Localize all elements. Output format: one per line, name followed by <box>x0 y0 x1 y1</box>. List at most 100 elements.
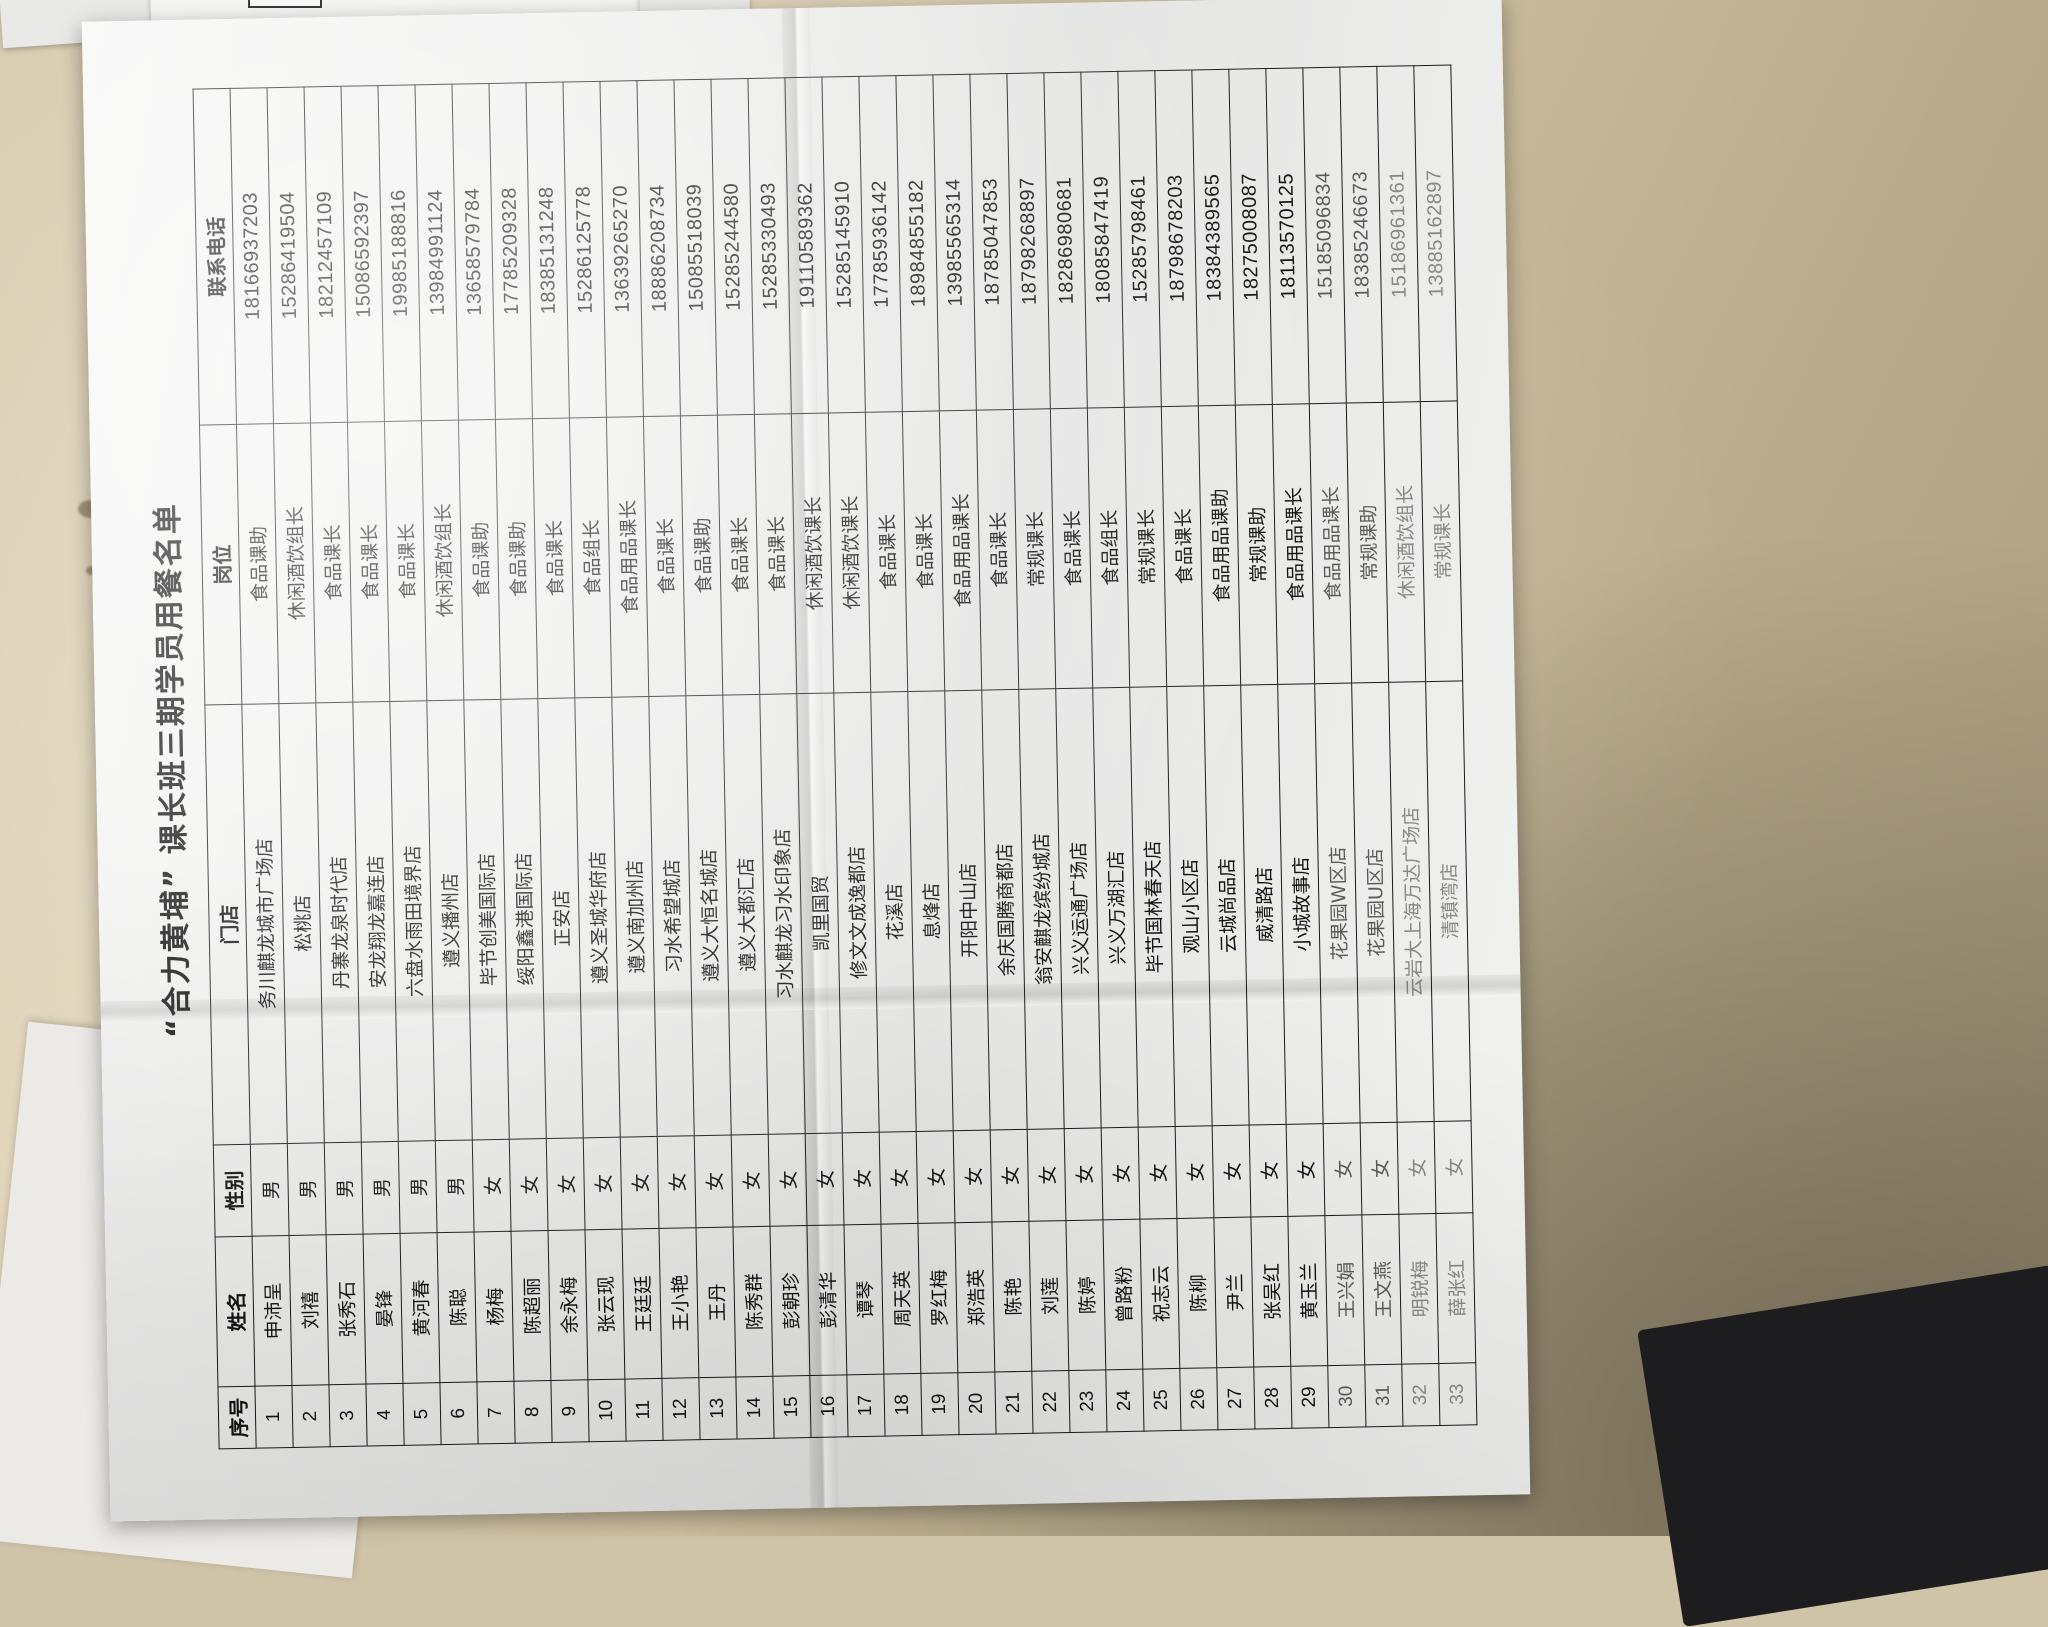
column-header-name: 姓名 <box>215 1236 255 1387</box>
cell-name: 彭清华 <box>806 1224 847 1376</box>
column-header-tel: 联系电话 <box>193 88 237 426</box>
cell-post: 食品用品课长 <box>1272 403 1315 685</box>
cell-tel: 15285244580 <box>710 78 755 416</box>
cell-name: 张吴红 <box>1250 1216 1291 1368</box>
cell-name: 黄河春 <box>400 1232 440 1384</box>
cell-tel: 18785047853 <box>969 73 1014 411</box>
cell-index: 4 <box>365 1383 405 1447</box>
cell-index: 19 <box>920 1372 960 1436</box>
cell-post: 食品组长 <box>569 417 612 698</box>
cell-post: 食品课助 <box>495 418 538 700</box>
cell-sex: 女 <box>546 1137 586 1231</box>
cell-sex: 女 <box>1249 1124 1288 1218</box>
cell-index: 24 <box>1105 1369 1144 1432</box>
cell-tel: 17785936142 <box>858 75 903 413</box>
cell-tel: 18798268897 <box>1006 72 1051 410</box>
cell-index: 8 <box>513 1380 553 1444</box>
roster-document: “合力黄埔” 课长班三期学员用餐名单 序号 姓名 性别 门店 岗位 联系电话 <box>135 64 1478 1450</box>
cell-sex: 女 <box>805 1132 844 1226</box>
cell-tel: 15285798461 <box>1117 70 1162 408</box>
cell-sex: 女 <box>953 1130 992 1223</box>
cell-sex: 女 <box>990 1129 1029 1223</box>
cell-post: 常规课长 <box>1420 400 1463 682</box>
cell-name: 张秀石 <box>326 1234 366 1385</box>
cell-post: 常规课长 <box>1124 406 1167 688</box>
cell-post: 食品用品课长 <box>939 410 982 691</box>
printed-box-mark <box>248 0 322 8</box>
cell-sex: 男 <box>324 1142 364 1235</box>
cell-sex: 女 <box>1138 1126 1177 1220</box>
cell-index: 32 <box>1401 1363 1440 1427</box>
cell-name: 曾路粉 <box>1102 1219 1143 1370</box>
cell-name: 黄玉兰 <box>1287 1215 1328 1367</box>
cell-tel: 18286980681 <box>1043 72 1088 409</box>
cell-sex: 女 <box>1064 1127 1103 1221</box>
cell-name: 陈聪 <box>437 1231 477 1383</box>
cell-index: 10 <box>587 1379 627 1442</box>
cell-index: 20 <box>957 1371 997 1435</box>
cell-sex: 女 <box>620 1136 660 1230</box>
cell-index: 16 <box>809 1374 849 1438</box>
page-title: “合力黄埔” 课长班三期学员用餐名单 <box>150 501 196 1039</box>
cell-name: 明锐梅 <box>1398 1213 1439 1365</box>
column-header-index: 序号 <box>217 1386 257 1449</box>
cell-name: 彭朝珍 <box>769 1225 810 1377</box>
cell-tel: 13658579784 <box>451 83 496 421</box>
roster-table: 序号 姓名 性别 门店 岗位 联系电话 1 申沛呈男务川麒龙城市广场店 食品课助 18… <box>193 64 1478 1449</box>
cell-sex: 女 <box>1397 1121 1436 1215</box>
cell-name: 杨梅 <box>474 1231 514 1382</box>
cell-tel: 18385246673 <box>1339 66 1384 404</box>
cell-name: 刘莲 <box>1028 1220 1069 1372</box>
cell-sex: 女 <box>1212 1125 1251 1218</box>
cell-name: 王兴娟 <box>1324 1214 1365 1366</box>
cell-post: 常规课长 <box>1013 408 1056 690</box>
cell-tel: 15186961361 <box>1376 65 1421 403</box>
cell-tel: 18886208734 <box>636 79 681 417</box>
cell-post: 休闲酒饮组长 <box>421 420 464 701</box>
cell-name: 余永梅 <box>548 1229 588 1381</box>
cell-sex: 女 <box>1434 1120 1473 1214</box>
cell-tel: 18085847419 <box>1080 71 1125 409</box>
cell-tel: 15285330493 <box>747 77 792 415</box>
cell-post: 休闲酒饮组长 <box>1383 401 1426 683</box>
cell-index: 31 <box>1364 1364 1403 1427</box>
cell-name: 薛张红 <box>1435 1212 1476 1364</box>
cell-sex: 女 <box>694 1135 733 1228</box>
cell-name: 陈柳 <box>1176 1217 1217 1369</box>
cell-sex: 女 <box>916 1130 955 1224</box>
cell-tel: 15286125778 <box>562 81 607 418</box>
cell-post: 食品课长 <box>754 413 797 695</box>
cell-index: 2 <box>291 1384 331 1448</box>
cell-tel: 15185096834 <box>1302 67 1347 404</box>
cell-post: 食品课长 <box>865 411 908 693</box>
cell-index: 9 <box>550 1379 590 1443</box>
cell-name: 谭琴 <box>843 1224 884 1375</box>
cell-name: 周天英 <box>880 1223 921 1375</box>
cell-post: 食品用品课长 <box>606 416 649 698</box>
cell-tel: 19985188816 <box>378 84 422 422</box>
cell-post: 休闲酒饮课长 <box>791 413 834 694</box>
cell-index: 23 <box>1068 1369 1107 1433</box>
cell-index: 5 <box>402 1382 442 1446</box>
cell-sex: 男 <box>250 1143 290 1237</box>
cell-tel: 18212457109 <box>304 86 348 423</box>
cell-sex: 女 <box>1286 1123 1325 1217</box>
cell-sex: 女 <box>657 1135 696 1229</box>
cell-index: 26 <box>1179 1367 1218 1431</box>
cell-name: 王丹 <box>695 1226 736 1378</box>
cell-name: 罗红梅 <box>917 1222 958 1374</box>
cell-index: 13 <box>698 1376 738 1440</box>
cell-post: 食品课长 <box>310 422 353 703</box>
cell-post: 食品课长 <box>643 415 686 697</box>
cell-sex: 女 <box>583 1137 623 1230</box>
cell-name: 祝志云 <box>1139 1218 1180 1370</box>
table-body: 1 申沛呈男务川麒龙城市广场店 食品课助 18166937203 2 刘禧男松桃店 休闲酒饮… <box>230 64 1477 1449</box>
cell-name: 王文燕 <box>1361 1214 1402 1365</box>
cell-post: 食品课长 <box>347 421 390 703</box>
cell-post: 食品课长 <box>532 417 575 699</box>
cell-post: 食品课长 <box>717 414 760 696</box>
cell-index: 22 <box>1031 1370 1070 1434</box>
cell-index: 15 <box>772 1375 812 1439</box>
cell-index: 11 <box>624 1378 664 1442</box>
cell-post: 食品用品课长 <box>1309 403 1352 684</box>
